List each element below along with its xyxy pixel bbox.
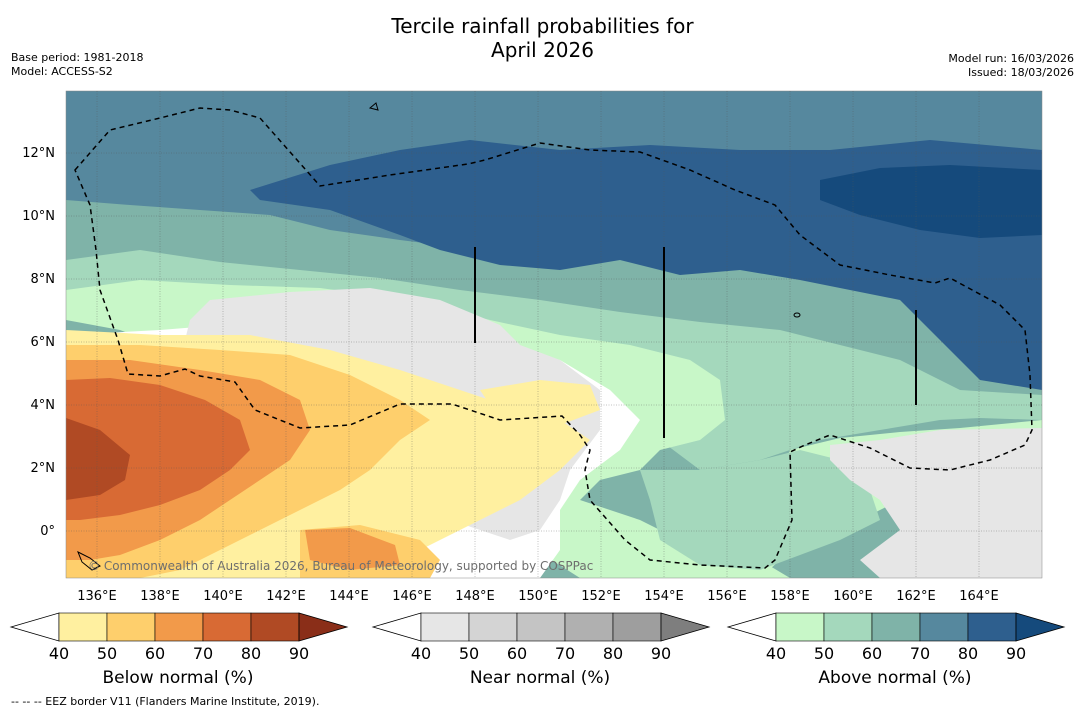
near-normal-label: Near normal (%) — [469, 668, 611, 688]
lat-label: 0° — [40, 524, 55, 539]
eez-border-line — [74, 107, 1033, 569]
lon-label: 158°E — [770, 589, 810, 604]
colorbar-segment — [967, 612, 1017, 642]
lon-label: 160°E — [833, 589, 873, 604]
lat-label: 6°N — [31, 335, 56, 350]
lon-label: 136°E — [77, 589, 117, 604]
lon-label: 140°E — [203, 589, 243, 604]
colorbar-tick-label: 70 — [910, 644, 930, 663]
lat-label: 4°N — [31, 398, 56, 413]
issued-text: Issued: 18/03/2026 — [967, 66, 1074, 79]
map-title: Tercile rainfall probabilities for April… — [0, 14, 1085, 62]
eez-footnote: -- -- -- EEZ border V11 (Flanders Marine… — [11, 695, 320, 708]
title-line-2: April 2026 — [491, 38, 594, 62]
lon-label: 156°E — [707, 589, 747, 604]
lon-label: 152°E — [581, 589, 621, 604]
colorbar-segment — [154, 612, 204, 642]
colorbar-max-arrow — [298, 612, 349, 642]
graticule — [66, 91, 1042, 578]
colorbar-above-normal: 40 50 60 70 80 90 — [726, 612, 1066, 663]
colorbar-min-arrow — [371, 612, 422, 642]
model-text: Model: ACCESS-S2 — [11, 65, 113, 78]
lon-label: 146°E — [392, 589, 432, 604]
map-frame — [65, 90, 1043, 579]
island-outline-north — [368, 102, 379, 111]
colorbar-segment — [250, 612, 300, 642]
colorbar-segment — [612, 612, 662, 642]
colorbar-segment — [106, 612, 156, 642]
colorbar-segment — [823, 612, 873, 642]
colorbar-tick-label: 90 — [1006, 644, 1026, 663]
above-normal-label: Above normal (%) — [818, 668, 972, 688]
colorbar-tick-label: 60 — [862, 644, 882, 663]
longitude-labels: 136°E 138°E 140°E 142°E 144°E 146°E 148°E 150°E… — [77, 589, 999, 604]
lon-label: 144°E — [329, 589, 369, 604]
below-normal-label: Below normal (%) — [102, 668, 254, 688]
colorbar-tick-label: 60 — [145, 644, 165, 663]
colorbar-segment — [775, 612, 825, 642]
lon-label: 148°E — [455, 589, 495, 604]
field-below-40-patch — [480, 380, 600, 425]
lon-label: 162°E — [896, 589, 936, 604]
colorbar-segment — [919, 612, 969, 642]
lat-label: 8°N — [31, 272, 56, 287]
latitude-labels: 12°N 10°N 8°N 6°N 4°N 2°N 0° — [22, 146, 55, 539]
colorbar-tick-label: 90 — [651, 644, 671, 663]
colorbar-tick-label: 70 — [555, 644, 575, 663]
colorbar-tick-label: 90 — [289, 644, 309, 663]
colorbar-segment — [871, 612, 921, 642]
model-info: Base period: 1981-2018 Model: ACCESS-S2 — [11, 51, 143, 79]
colorbar-tick-label: 40 — [411, 644, 431, 663]
run-info: Model run: 16/03/2026 Issued: 18/03/2026 — [948, 52, 1074, 80]
lon-label: 150°E — [518, 589, 558, 604]
colorbar-segment — [564, 612, 614, 642]
lon-label: 138°E — [140, 589, 180, 604]
colorbar-tick-label: 80 — [958, 644, 978, 663]
probability-field — [66, 91, 1042, 578]
colorbar-tick-label: 50 — [97, 644, 117, 663]
colorbar-tick-label: 50 — [814, 644, 834, 663]
colorbar-tick-label: 60 — [507, 644, 527, 663]
field-below-80 — [66, 418, 130, 500]
colorbar-min-arrow — [726, 612, 777, 642]
colorbar-segment — [420, 612, 470, 642]
colorbar-below-normal: 40 50 60 70 80 90 — [9, 612, 349, 663]
base-period-text: Base period: 1981-2018 — [11, 51, 144, 64]
colorbar-tick-label: 70 — [193, 644, 213, 663]
colorbar-tick-label: 80 — [603, 644, 623, 663]
colorbar-segment — [468, 612, 518, 642]
field-above-90 — [820, 165, 1042, 238]
colorbar-tick-label: 40 — [766, 644, 786, 663]
title-line-1: Tercile rainfall probabilities for — [391, 14, 694, 38]
lon-label: 164°E — [959, 589, 999, 604]
colorbar-near-normal: 40 50 60 70 80 90 — [371, 612, 711, 663]
colorbar-tick-label: 50 — [459, 644, 479, 663]
colorbar-min-arrow — [9, 612, 60, 642]
lon-label: 142°E — [266, 589, 306, 604]
lat-label: 2°N — [31, 461, 56, 476]
model-run-text: Model run: 16/03/2026 — [948, 52, 1074, 65]
colorbar-segment — [58, 612, 108, 642]
island-outline-southwest — [77, 550, 101, 571]
island-markers — [77, 102, 917, 571]
colorbar-tick-label: 80 — [241, 644, 261, 663]
field-below-60-south — [305, 528, 400, 570]
lon-label: 154°E — [644, 589, 684, 604]
lat-label: 10°N — [22, 209, 55, 224]
field-near-50-east — [830, 428, 1042, 578]
colorbar-max-arrow — [660, 612, 711, 642]
colorbar-segment — [202, 612, 252, 642]
colorbar-max-arrow — [1015, 612, 1066, 642]
island-outline-east — [793, 312, 801, 318]
copyright-notice: © Commonwealth of Australia 2026, Bureau… — [88, 559, 594, 573]
colorbar-tick-label: 40 — [49, 644, 69, 663]
field-above-50-south — [640, 450, 880, 570]
eez-borders — [74, 107, 1033, 569]
lat-label: 12°N — [22, 146, 55, 161]
colorbar-segment — [516, 612, 566, 642]
